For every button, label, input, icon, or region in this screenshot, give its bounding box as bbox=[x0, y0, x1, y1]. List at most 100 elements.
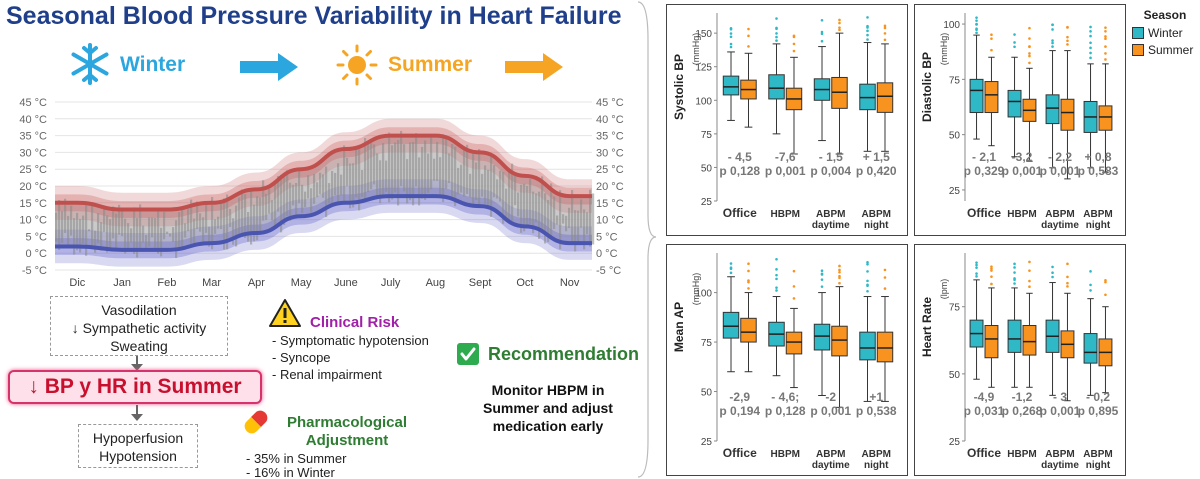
box-summer bbox=[1098, 105, 1113, 131]
outlier-point bbox=[838, 21, 841, 25]
outlier-point bbox=[775, 17, 778, 20]
category-label: ABPM bbox=[816, 449, 845, 460]
daily-range-bar bbox=[571, 190, 574, 245]
daily-range-bar bbox=[139, 204, 142, 249]
y-tick-label: 25 bbox=[949, 186, 961, 197]
daily-range-bar bbox=[559, 190, 562, 250]
month-label: May bbox=[291, 277, 312, 289]
daily-range-bar bbox=[166, 231, 169, 234]
outlier-point bbox=[1028, 279, 1031, 283]
outlier-point bbox=[975, 27, 978, 30]
daily-range-bar bbox=[340, 174, 343, 196]
outlier-point bbox=[990, 265, 993, 268]
daily-range-bar bbox=[304, 191, 307, 208]
daily-range-bar bbox=[178, 212, 181, 249]
y-tick-label: 25 bbox=[949, 437, 961, 448]
category-label: night bbox=[1086, 460, 1111, 471]
daily-range-bar bbox=[55, 212, 58, 242]
outlier-point bbox=[838, 270, 841, 274]
difference-label: -4,9 bbox=[974, 390, 995, 404]
outlier-point bbox=[883, 32, 887, 35]
outlier-point bbox=[883, 38, 887, 42]
daily-range-bar bbox=[292, 184, 295, 206]
month-label: Mar bbox=[202, 277, 221, 289]
month-label: Feb bbox=[157, 277, 176, 289]
page-title: Seasonal Blood Pressure Variability in H… bbox=[6, 2, 622, 30]
outlier-point bbox=[1089, 41, 1092, 45]
min-temp-line bbox=[55, 194, 592, 252]
outlier-point bbox=[747, 287, 750, 290]
temp-tick-left: 0 °C bbox=[25, 248, 47, 260]
daily-range-bar bbox=[289, 182, 292, 221]
category-label: night bbox=[864, 220, 889, 231]
difference-label: -3,2 bbox=[1012, 150, 1033, 164]
box-summer bbox=[740, 317, 757, 343]
outlier-point bbox=[747, 27, 750, 31]
outlier-point bbox=[990, 33, 993, 36]
recommendation-line-1: Monitor HBPM in bbox=[491, 382, 605, 398]
y-axis-label: Diastolic BP bbox=[920, 52, 934, 122]
daily-range-bar bbox=[238, 197, 241, 235]
daily-range-bar bbox=[151, 217, 154, 238]
daily-range-bar bbox=[433, 158, 436, 181]
outlier-point bbox=[792, 269, 796, 273]
difference-label: -2 bbox=[825, 390, 836, 404]
temp-tick-right: 40 °C bbox=[596, 114, 624, 126]
daily-range-bar bbox=[163, 211, 166, 240]
category-label: HBPM bbox=[1007, 209, 1036, 220]
daily-range-bar bbox=[259, 197, 262, 231]
daily-range-bar bbox=[127, 223, 130, 250]
outlier-point bbox=[1028, 269, 1031, 272]
daily-range-bar bbox=[448, 153, 451, 184]
legend-label-winter: Winter bbox=[1148, 26, 1183, 40]
outlier-point bbox=[866, 38, 869, 41]
daily-range-bar bbox=[112, 206, 115, 239]
p-value-label: p 0,538 bbox=[856, 404, 897, 418]
outlier-point bbox=[792, 42, 796, 46]
outlier-point bbox=[1013, 277, 1016, 280]
daily-range-bar bbox=[106, 215, 109, 253]
season-legend: Season Winter Summer bbox=[1132, 8, 1198, 57]
outlier-point bbox=[1104, 37, 1107, 41]
outlier-point bbox=[729, 32, 733, 35]
outlier-point bbox=[883, 268, 887, 272]
daily-range-bar bbox=[526, 185, 529, 229]
legend-swatch-winter bbox=[1132, 27, 1144, 39]
daily-range-bar bbox=[475, 162, 478, 200]
daily-range-bar bbox=[514, 175, 517, 206]
daily-range-bar bbox=[232, 218, 235, 245]
outlier-point bbox=[729, 45, 733, 49]
daily-range-bar bbox=[202, 217, 205, 243]
outlier-point bbox=[975, 266, 978, 269]
daily-range-bar bbox=[133, 207, 136, 254]
daily-range-bar bbox=[415, 133, 418, 187]
p-value-label: p 0,128 bbox=[765, 404, 806, 418]
outlier-point bbox=[792, 49, 796, 53]
outlier-point bbox=[975, 261, 978, 264]
temp-tick-left: 30 °C bbox=[19, 147, 47, 159]
daily-range-bar bbox=[295, 182, 298, 218]
daily-range-bar bbox=[67, 215, 70, 246]
daily-range-bar bbox=[370, 142, 373, 190]
daily-range-bar bbox=[520, 184, 523, 233]
daily-range-bar bbox=[421, 146, 424, 199]
daily-range-bar bbox=[94, 230, 97, 253]
daily-range-bar bbox=[469, 173, 472, 198]
difference-label: - 4,6; bbox=[771, 390, 799, 404]
daily-range-bar bbox=[193, 218, 196, 245]
outlier-point bbox=[975, 31, 978, 35]
daily-range-bar bbox=[427, 153, 430, 193]
heart-rate-panel: Heart Rate (lpm) 25 50 75 -4,9 p 0,031 Office -1… bbox=[914, 244, 1126, 476]
category-label: ABPM bbox=[862, 449, 891, 460]
daily-range-bar bbox=[169, 233, 172, 237]
outlier-point bbox=[1013, 266, 1016, 269]
down-arrow-icon bbox=[131, 356, 143, 371]
daily-range-bar bbox=[100, 222, 103, 251]
legend-title: Season bbox=[1143, 8, 1187, 22]
daily-range-bar bbox=[376, 153, 379, 198]
mechanism-box: Vasodilation ↓ Sympathetic activity Swea… bbox=[50, 296, 228, 356]
outlier-point bbox=[1013, 271, 1016, 274]
y-axis-unit: (lpm) bbox=[939, 279, 949, 300]
p-value-label: p 0,194 bbox=[719, 404, 760, 418]
